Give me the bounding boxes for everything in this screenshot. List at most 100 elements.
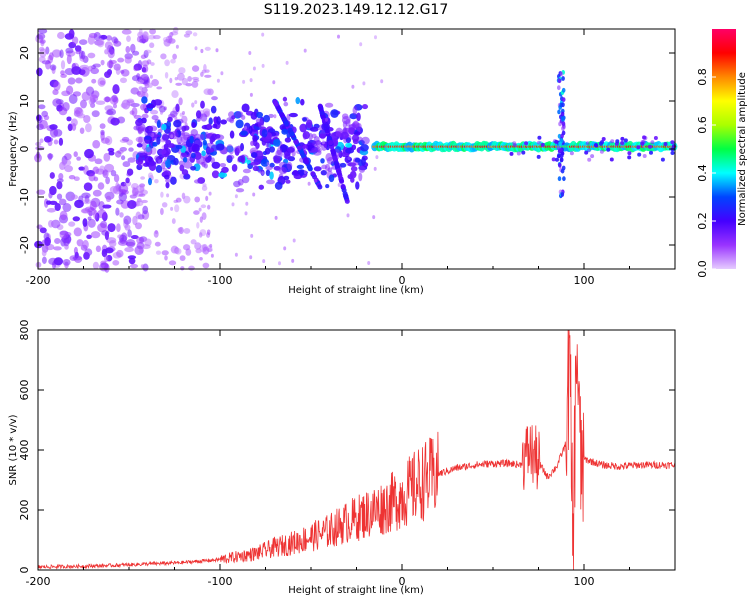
- heatmap-blob: [324, 128, 330, 134]
- heatmap-blob: [147, 177, 153, 186]
- heatmap-blob: [555, 157, 559, 162]
- heatmap-blob: [140, 54, 147, 60]
- colorbar-tick-label: 0.6: [696, 116, 709, 134]
- heatmap-blob: [177, 227, 183, 233]
- heatmap-blob: [226, 154, 235, 160]
- heatmap-blob: [101, 248, 108, 258]
- heatmap-blob: [181, 169, 189, 176]
- heatmap-blob: [145, 146, 153, 156]
- heatmap-blob: [324, 102, 334, 108]
- heatmap-blob: [116, 249, 124, 258]
- heatmap-blob: [210, 253, 214, 258]
- heatmap-blob: [354, 120, 358, 125]
- heatmap-blob: [125, 239, 136, 248]
- heatmap-blob: [99, 123, 106, 129]
- heatmap-blob: [653, 136, 658, 140]
- heatmap-blob: [350, 166, 358, 172]
- heatmap-blob: [151, 79, 159, 87]
- heatmap-blob: [250, 233, 254, 238]
- heatmap-blob: [349, 170, 357, 179]
- heatmap-blob: [203, 88, 212, 95]
- heatmap-blob: [138, 79, 145, 84]
- heatmap-blob: [355, 181, 360, 190]
- heatmap-blob: [306, 119, 313, 129]
- heatmap-blob: [291, 258, 295, 263]
- heatmap-blob: [202, 139, 207, 146]
- heatmap-blob: [104, 263, 110, 273]
- heatmap-blob: [152, 141, 158, 147]
- heatmap-blob: [347, 156, 351, 161]
- heatmap-blob: [256, 111, 263, 119]
- heatmap-blob: [127, 200, 137, 209]
- heatmap-blob: [358, 172, 363, 182]
- heatmap-blob: [75, 77, 83, 84]
- heatmap-blob: [235, 188, 245, 193]
- heatmap-blob: [199, 216, 203, 223]
- heatmap-blob: [561, 97, 566, 102]
- heatmap-blob: [252, 192, 256, 197]
- x-tick-label: -200: [26, 274, 51, 287]
- heatmap-blob: [149, 28, 157, 35]
- heatmap-blob: [164, 59, 170, 67]
- heatmap-blob: [141, 87, 149, 93]
- heatmap-blob: [101, 137, 110, 144]
- heatmap-blob: [154, 155, 160, 161]
- heatmap-blob: [273, 114, 277, 119]
- heatmap-blob: [244, 125, 247, 130]
- heatmap-blob: [265, 165, 273, 171]
- heatmap-blob: [373, 166, 377, 171]
- heatmap-blob: [113, 174, 120, 183]
- heatmap-blob: [167, 116, 173, 123]
- heatmap-blob: [121, 136, 130, 142]
- heatmap-blob: [135, 222, 142, 230]
- heatmap-blob: [205, 147, 214, 154]
- heatmap-blob: [261, 32, 265, 37]
- heatmap-blob: [340, 131, 349, 140]
- heatmap-blob: [36, 33, 46, 40]
- heatmap-blob: [345, 137, 351, 144]
- heatmap-blob: [319, 130, 326, 140]
- heatmap-blob: [293, 139, 299, 145]
- heatmap-blob: [606, 147, 611, 152]
- heatmap-blob: [137, 59, 143, 70]
- heatmap-blob: [273, 101, 279, 107]
- heatmap-blob: [41, 60, 51, 65]
- heatmap-blob: [262, 259, 266, 264]
- heatmap-blob: [126, 35, 131, 42]
- heatmap-blob: [84, 148, 94, 159]
- heatmap-blob: [380, 79, 384, 84]
- heatmap-blob: [150, 109, 159, 115]
- heatmap-blob: [48, 257, 58, 266]
- heatmap-blob: [261, 171, 265, 176]
- heatmap-blob: [302, 131, 310, 140]
- heatmap-blob: [99, 80, 106, 86]
- heatmap-blob: [204, 46, 211, 51]
- heatmap-blob: [150, 62, 155, 66]
- heatmap-blob: [76, 156, 81, 161]
- heatmap-blob: [203, 63, 207, 72]
- heatmap-blob: [103, 96, 111, 103]
- heatmap-blob: [245, 201, 249, 206]
- heatmap-blob: [135, 118, 143, 127]
- heatmap-blob: [516, 151, 521, 156]
- heatmap-ylabel: Frequency (Hz): [8, 111, 19, 187]
- heatmap-blob: [205, 195, 209, 201]
- heatmap-blob: [557, 78, 562, 84]
- heatmap-blob: [285, 179, 291, 184]
- heatmap-blob: [148, 161, 157, 166]
- heatmap-blob: [107, 48, 115, 59]
- heatmap-blob: [521, 150, 526, 155]
- heatmap-blob: [560, 111, 565, 117]
- heatmap-blob: [177, 72, 185, 81]
- heatmap-blob: [126, 172, 132, 177]
- heatmap-blob: [296, 164, 305, 170]
- heatmap-blob: [234, 111, 244, 119]
- heatmap-blob: [85, 123, 92, 133]
- heatmap-blob: [362, 81, 366, 86]
- heatmap-blob: [561, 102, 565, 108]
- heatmap-blob: [557, 133, 562, 139]
- heatmap-blob: [220, 119, 228, 125]
- heatmap-blob: [93, 209, 98, 220]
- heatmap-blob: [360, 144, 369, 152]
- heatmap-blob: [46, 208, 57, 213]
